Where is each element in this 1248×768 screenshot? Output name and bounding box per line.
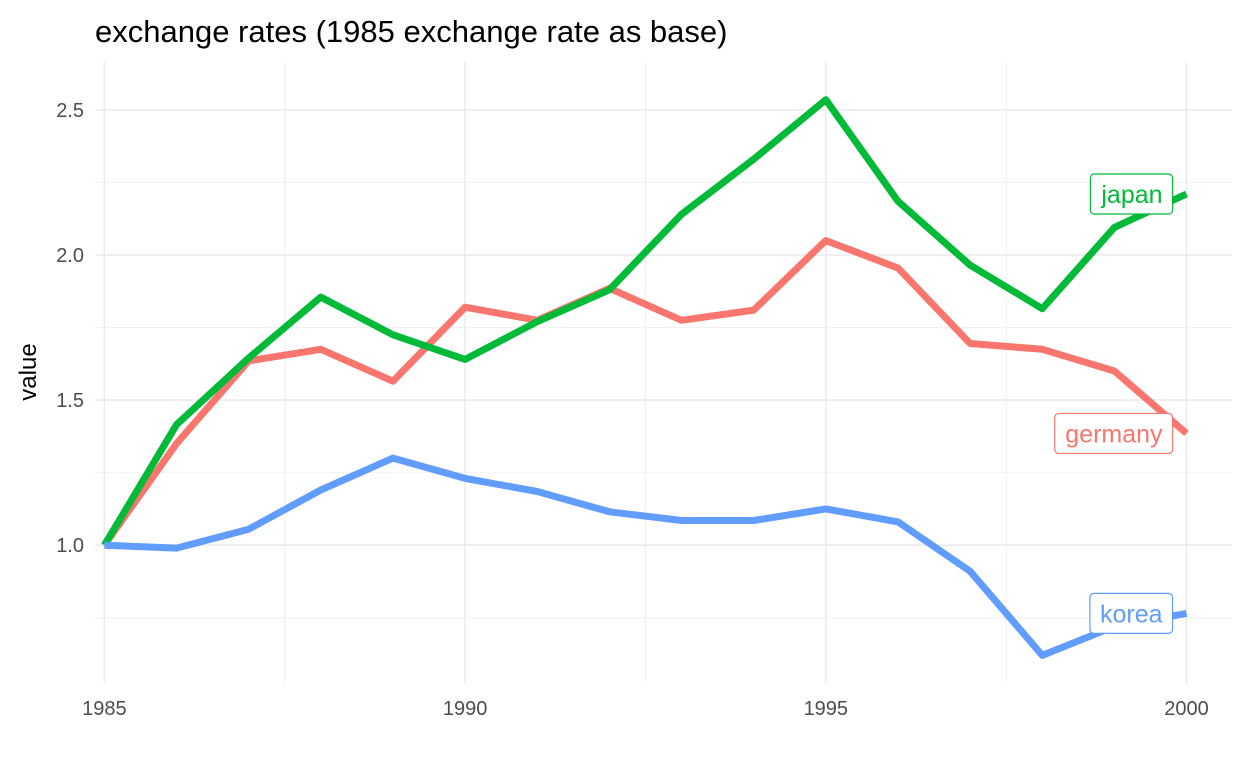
chart-title: exchange rates (1985 exchange rate as ba… (95, 14, 727, 49)
y-tick-label: 2.5 (56, 100, 84, 122)
series-label-box (1054, 412, 1174, 455)
series-label-japan: japan (1089, 173, 1174, 215)
series-label-layer: germany japan korea (1054, 173, 1174, 634)
x-tick-label: 2000 (1164, 698, 1209, 720)
series-label-box (1089, 592, 1174, 634)
series-line-japan (101, 96, 1188, 547)
x-tick-label: 1985 (82, 698, 127, 720)
x-tick-label: 1995 (804, 698, 849, 720)
y-axis-title: value (15, 343, 42, 400)
x-tick-label: 1990 (443, 698, 488, 720)
series-layer (101, 96, 1189, 659)
series-label-box (1089, 173, 1174, 215)
series-label-text: germany (1065, 420, 1163, 448)
y-tick-label: 1.0 (56, 535, 84, 557)
series-label-text: japan (1100, 181, 1162, 209)
tick-label-layer: 1.0 1.5 2.0 2.5 1985 1990 1995 2000 (56, 100, 1209, 720)
series-label-korea: korea (1089, 592, 1174, 634)
series-label-text: korea (1100, 600, 1163, 628)
y-tick-label: 1.5 (56, 390, 84, 412)
grid-layer (95, 62, 1232, 683)
series-label-germany: germany (1054, 412, 1174, 455)
series-line-germany (101, 237, 1189, 548)
y-tick-label: 2.0 (56, 245, 84, 267)
series-line-korea (104, 454, 1188, 659)
